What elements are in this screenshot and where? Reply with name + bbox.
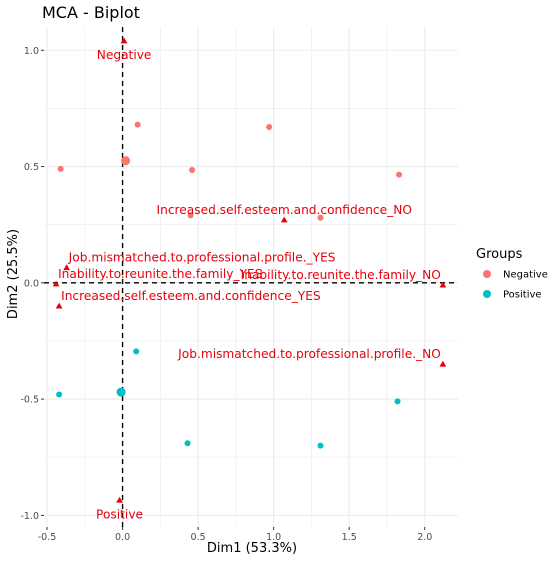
data-point-positive xyxy=(184,440,191,447)
variable-marker xyxy=(63,264,71,271)
data-point-negative xyxy=(134,121,141,128)
variable-label: Negative xyxy=(97,48,152,62)
data-point-negative xyxy=(187,212,194,219)
data-point-positive xyxy=(394,398,401,405)
variable-marker xyxy=(116,496,123,503)
y-tick-label: 1.0 xyxy=(24,46,39,57)
variable-marker xyxy=(55,302,63,309)
grid-layer xyxy=(44,27,458,527)
legend-label-negative: Negative xyxy=(503,270,548,281)
data-point-negative xyxy=(189,167,196,174)
data-point-negative xyxy=(396,171,403,178)
x-tick-label: -0.5 xyxy=(38,532,57,543)
variable-points: Negative Increased.self.esteem.and.confid… xyxy=(52,37,447,521)
variable-marker xyxy=(52,280,60,287)
data-point-positive xyxy=(133,348,140,355)
individual-points xyxy=(56,121,403,449)
variable-label: Positive xyxy=(96,507,143,521)
x-tick-label: 1.5 xyxy=(342,532,357,543)
y-axis-label: Dim2 (25.5%) xyxy=(6,229,21,319)
data-point-negative xyxy=(57,165,64,172)
legend-key-positive xyxy=(483,290,491,298)
y-tick-label: 0.0 xyxy=(24,278,39,289)
chart-title: MCA - Biplot xyxy=(42,3,140,22)
variable-marker xyxy=(439,281,447,288)
centroid-point-negative xyxy=(121,156,131,166)
variable-marker xyxy=(439,360,447,367)
y-tick-label: 0.5 xyxy=(24,162,39,173)
data-point-negative xyxy=(317,214,324,221)
y-tick-label: -1.0 xyxy=(20,511,39,522)
data-point-positive xyxy=(56,391,63,398)
legend-label-positive: Positive xyxy=(503,290,542,301)
x-tick-label: 0.0 xyxy=(115,532,130,543)
reference-lines xyxy=(44,27,458,527)
plot-panel xyxy=(44,27,458,527)
legend-title: Groups xyxy=(476,247,523,262)
x-tick-label: 1.0 xyxy=(266,532,281,543)
data-point-negative xyxy=(266,124,273,130)
axes: -0.5 0.0 0.5 1.0 1.5 2.0 -1.0 -0.5 0.0 0.5 1.0 xyxy=(20,46,432,543)
x-tick-label: 0.5 xyxy=(191,532,206,543)
data-point-positive xyxy=(317,442,324,449)
variable-label: Inability.to.reunite.the.family_NO xyxy=(241,268,441,282)
variable-label: Inability.to.reunite.the.family_YES xyxy=(58,267,263,281)
variable-label: Job.mismatched.to.professional.profile._… xyxy=(177,347,441,361)
variable-marker xyxy=(280,216,288,223)
x-tick-label: 2.0 xyxy=(417,532,432,543)
legend: Groups Negative Positive xyxy=(476,247,548,301)
legend-key-negative xyxy=(483,270,491,278)
variable-label: Increased.self.esteem.and.confidence_YES xyxy=(61,289,321,303)
x-axis-label: Dim1 (53.3%) xyxy=(207,541,297,556)
variable-marker xyxy=(120,37,128,44)
variable-label: Increased.self.esteem.and.confidence_NO xyxy=(157,203,412,217)
y-tick-label: -0.5 xyxy=(20,395,39,406)
centroid-point-positive xyxy=(116,387,126,397)
variable-label: Job.mismatched.to.professional.profile._… xyxy=(68,251,336,265)
